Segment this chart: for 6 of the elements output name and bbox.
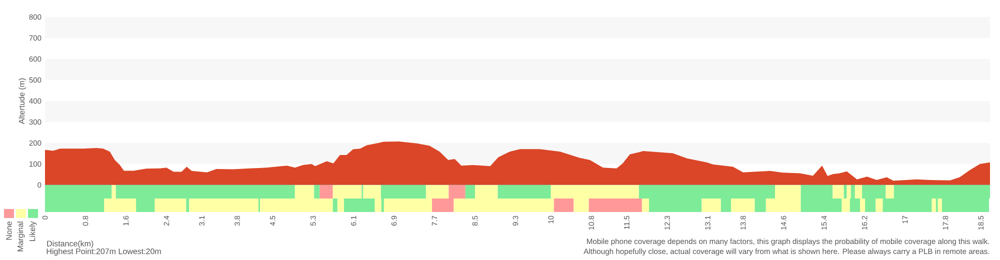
text: Highest Point:207m Lowest:20m xyxy=(46,248,161,256)
x-axis-title: Distance(km) xyxy=(47,240,94,248)
legend-label: Likely xyxy=(29,221,37,241)
legend-label: None xyxy=(6,222,12,240)
y-axis-title: Altertude (m) xyxy=(18,78,26,124)
legend-label: Marginal xyxy=(17,222,25,252)
